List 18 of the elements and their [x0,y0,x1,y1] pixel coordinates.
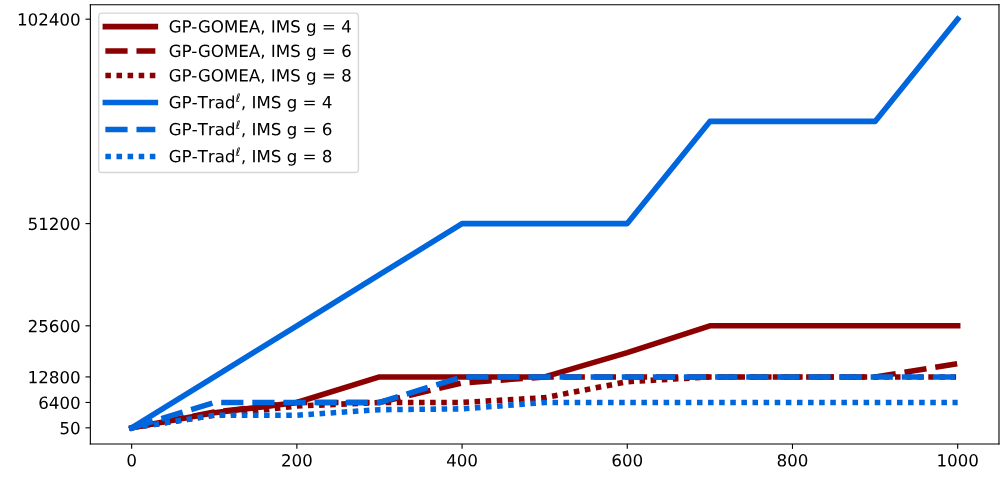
y-tick-label: 6400 [39,396,80,410]
legend-label: GP-Trad$^{ℓ}$, IMS g = 6 [169,120,332,139]
legend-label: GP-Trad$^{ℓ}$, IMS g = 4 [169,93,332,112]
legend-label: GP-GOMEA, IMS g = 4 [169,20,351,36]
legend-label: GP-Trad$^{ℓ}$, IMS g = 8 [169,147,332,166]
x-tick-label: 800 [777,454,808,467]
legend-label: GP-GOMEA, IMS g = 6 [169,44,351,61]
y-tick-label: 12800 [29,370,80,384]
x-tick-label: 600 [612,454,643,467]
y-tick-label: 102400 [18,13,80,26]
x-tick-label: 1000 [938,454,978,467]
x-tick-label: 400 [446,454,477,467]
y-tick-label: 50 [60,421,80,435]
y-tick-label: 25600 [28,319,80,333]
x-tick-label: 0 [127,454,136,467]
x-tick-label: 200 [282,454,312,467]
y-tick-label: 51200 [28,217,80,231]
legend-label: GP-GOMEA, IMS g = 8 [169,69,351,85]
